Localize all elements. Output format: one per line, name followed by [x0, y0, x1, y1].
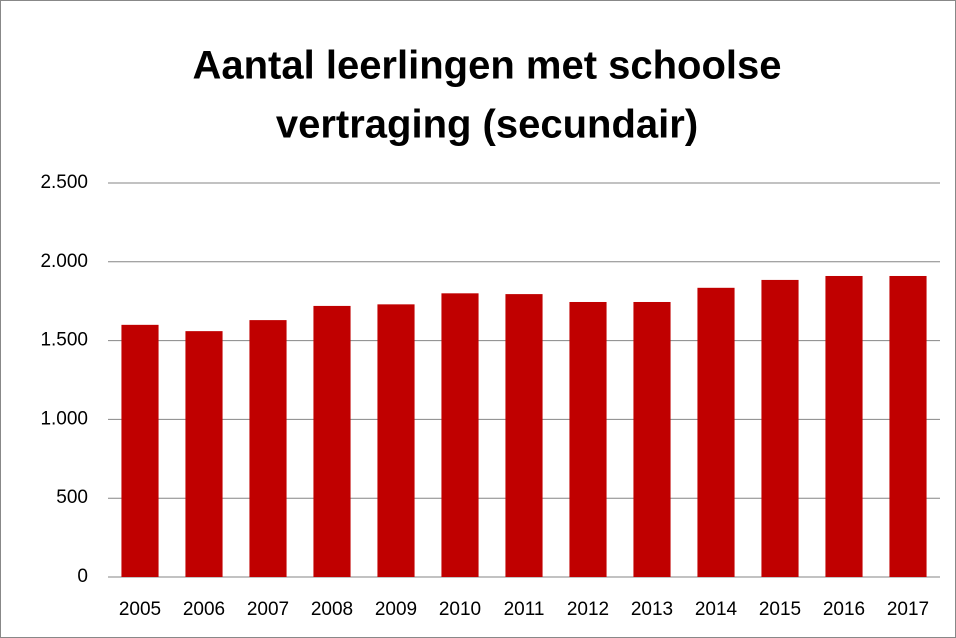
bar [441, 293, 479, 577]
y-tick-label: 500 [56, 487, 88, 508]
x-tick-label: 2014 [695, 599, 738, 620]
x-tick-label: 2011 [504, 599, 545, 620]
x-tick-label: 2013 [631, 599, 673, 620]
x-tick-label: 2016 [823, 599, 865, 620]
y-tick-label: 1.500 [40, 330, 88, 351]
bar [313, 305, 351, 577]
bar [633, 301, 671, 577]
bar [121, 324, 159, 577]
bar [377, 304, 415, 577]
y-tick-label: 2.000 [40, 251, 88, 272]
x-tick-label: 2009 [375, 599, 417, 620]
bar [825, 275, 863, 577]
y-tick-label: 2.500 [40, 172, 88, 193]
bar [249, 320, 287, 577]
x-tick-label: 2006 [183, 599, 225, 620]
y-tick-label: 0 [77, 566, 88, 587]
x-tick-label: 2008 [311, 599, 353, 620]
chart-title: Aantal leerlingen met schoolse [192, 44, 781, 88]
bar [185, 331, 223, 577]
x-tick-label: 2007 [247, 599, 289, 620]
y-tick-label: 1.000 [40, 408, 88, 429]
bar [505, 294, 543, 577]
bar [761, 279, 799, 577]
x-tick-label: 2017 [887, 599, 929, 620]
chart-title: vertraging (secundair) [276, 103, 698, 147]
bar [697, 287, 735, 577]
x-tick-label: 2010 [439, 599, 481, 620]
x-tick-label: 2015 [759, 599, 801, 620]
x-tick-label: 2012 [567, 599, 609, 620]
x-tick-label: 2005 [119, 599, 161, 620]
bar [889, 275, 927, 577]
bar [569, 301, 607, 577]
